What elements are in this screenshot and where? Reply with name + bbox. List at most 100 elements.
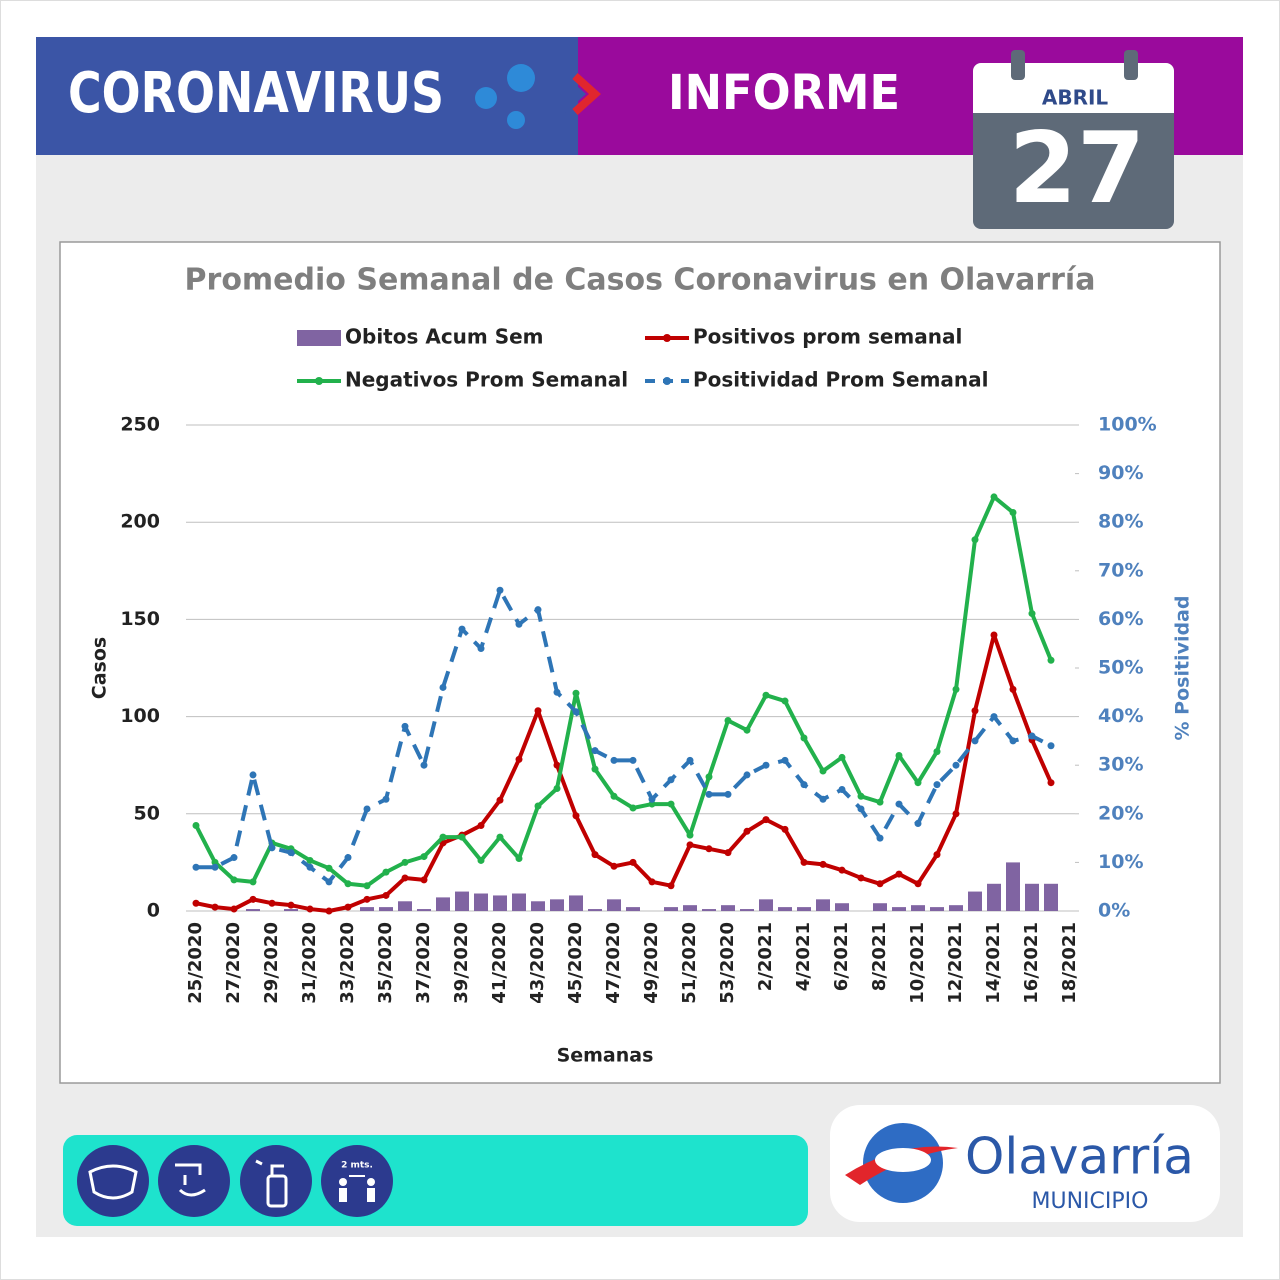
y2-tick-label: 50% xyxy=(1098,657,1143,679)
point xyxy=(743,771,751,779)
bar xyxy=(816,899,830,911)
point xyxy=(724,849,732,857)
point xyxy=(667,882,675,890)
point xyxy=(211,903,219,911)
point xyxy=(838,753,846,761)
point xyxy=(686,831,694,839)
point xyxy=(724,790,732,798)
point xyxy=(325,907,333,915)
line xyxy=(196,588,1052,884)
point xyxy=(306,856,314,864)
point xyxy=(382,795,390,803)
point xyxy=(610,756,618,764)
prevention-icons xyxy=(77,1145,393,1217)
bar xyxy=(1006,862,1020,911)
point xyxy=(933,748,941,756)
bar xyxy=(1025,883,1039,911)
point xyxy=(534,802,542,810)
point xyxy=(572,708,580,716)
point xyxy=(971,536,979,544)
bar xyxy=(702,909,716,911)
point xyxy=(1009,737,1017,745)
point xyxy=(762,761,770,769)
x-tick-label: 2/2021 xyxy=(755,922,776,991)
bar xyxy=(987,883,1001,911)
point xyxy=(857,805,865,813)
bar xyxy=(436,897,450,911)
y2-tick-label: 10% xyxy=(1098,851,1143,873)
x-tick-label: 16/2021 xyxy=(1021,922,1042,1004)
x-tick-label: 18/2021 xyxy=(1059,922,1080,1004)
bar xyxy=(721,905,735,911)
point xyxy=(819,795,827,803)
point xyxy=(724,716,732,724)
bar xyxy=(284,909,298,911)
point xyxy=(914,880,922,888)
bar xyxy=(835,903,849,911)
point xyxy=(1028,610,1036,618)
point xyxy=(344,880,352,888)
x-tick-label: 27/2020 xyxy=(223,922,244,1004)
point xyxy=(553,688,561,696)
point xyxy=(477,821,485,829)
point xyxy=(230,876,238,884)
point xyxy=(515,620,523,628)
point xyxy=(192,899,200,907)
bar xyxy=(493,895,507,911)
point xyxy=(781,825,789,833)
bar xyxy=(474,893,488,911)
x-tick-label: 12/2021 xyxy=(945,922,966,1004)
point xyxy=(192,863,200,871)
y-tick-label: 0 xyxy=(147,900,160,922)
point xyxy=(363,805,371,813)
bar xyxy=(626,907,640,911)
point xyxy=(401,858,409,866)
point xyxy=(781,756,789,764)
x-tick-label: 14/2021 xyxy=(983,922,1004,1004)
bar xyxy=(892,907,906,911)
point xyxy=(287,849,295,857)
y2-tick-label: 30% xyxy=(1098,754,1143,776)
point xyxy=(819,860,827,868)
point xyxy=(363,895,371,903)
point xyxy=(553,785,561,793)
legend-label: Positividad Prom Semanal xyxy=(693,368,989,392)
bar xyxy=(968,891,982,911)
bar xyxy=(588,909,602,911)
x-tick-label: 53/2020 xyxy=(717,922,738,1004)
point xyxy=(515,755,523,763)
point xyxy=(572,689,580,697)
header-title: CORONAVIRUS xyxy=(68,61,444,126)
bar xyxy=(930,907,944,911)
point xyxy=(838,786,846,793)
point xyxy=(705,773,713,781)
point xyxy=(610,862,618,870)
point xyxy=(876,880,884,888)
point xyxy=(629,858,637,866)
calendar-month: ABRIL xyxy=(1042,86,1109,110)
distance-label: 2 mts. xyxy=(341,1161,373,1171)
point xyxy=(249,895,257,903)
point xyxy=(192,821,200,829)
point xyxy=(458,833,466,841)
point xyxy=(990,493,998,501)
y2-tick-label: 90% xyxy=(1098,462,1143,484)
point xyxy=(933,781,941,789)
chart-frame xyxy=(59,241,1221,1084)
point xyxy=(496,796,504,804)
bar xyxy=(417,909,431,911)
point xyxy=(230,905,238,913)
x-tick-label: 6/2021 xyxy=(831,922,852,991)
point xyxy=(648,800,656,808)
bar xyxy=(455,891,469,911)
legend-swatch xyxy=(663,334,671,342)
bar xyxy=(512,893,526,911)
bar xyxy=(759,899,773,911)
x-tick-label: 29/2020 xyxy=(261,922,282,1004)
point xyxy=(325,878,333,886)
point xyxy=(268,844,276,852)
point xyxy=(591,765,599,773)
logo-name: Olavarría xyxy=(965,1128,1194,1186)
point xyxy=(1047,742,1055,750)
x-tick-label: 35/2020 xyxy=(375,922,396,1004)
